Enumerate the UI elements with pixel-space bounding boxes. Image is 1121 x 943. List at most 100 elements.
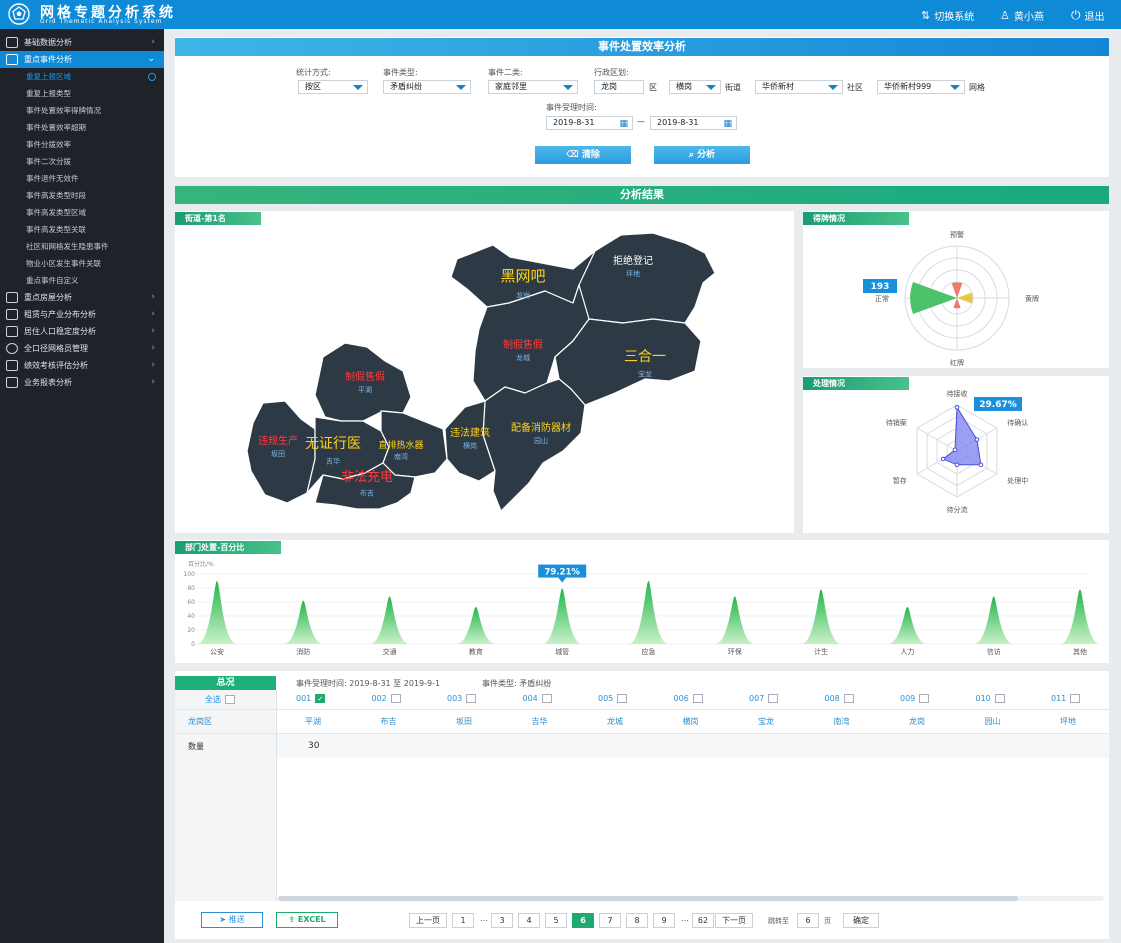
sidebar-item-population[interactable]: 居住人口稳定度分析 › [0, 323, 164, 340]
sidebar-subitem[interactable]: 事件高发类型时段 [26, 191, 86, 200]
sidebar-subitem[interactable]: 事件处置效率得牌情况 [26, 106, 101, 115]
page-number-button[interactable]: 5 [545, 913, 567, 928]
sidebar-subitem[interactable]: 社区和网格发生隐患事件 [26, 242, 109, 251]
building-icon [6, 309, 18, 320]
code-checkbox-005[interactable]: 005 [598, 694, 628, 703]
table-row-divider [175, 709, 1109, 710]
stat-select[interactable]: 按区 [298, 80, 368, 94]
sidebar-subitem[interactable]: 重点事件自定义 [26, 276, 79, 285]
send-icon: ➤ [219, 915, 229, 924]
sidebar-item-basic-data[interactable]: 基础数据分析 › [0, 34, 164, 51]
horizontal-scrollbar[interactable] [278, 896, 1104, 901]
district-row-label: 龙岗区 [188, 717, 212, 726]
results-title: 分析结果 [175, 186, 1109, 204]
page-number-button[interactable]: 7 [599, 913, 621, 928]
code-checkbox-004[interactable]: 004 [523, 694, 552, 703]
excel-button[interactable]: ⇪ EXCEL [276, 912, 338, 928]
logout-button[interactable]: ⏻ 退出 [1071, 8, 1105, 23]
sidebar-subitem-repeat-area[interactable]: 重复上报区域 [0, 68, 164, 85]
handle-axis-label: 待销案 [886, 418, 907, 427]
street-select[interactable]: 横岗 [669, 80, 721, 94]
scrollbar-thumb[interactable] [278, 896, 1018, 901]
code-checkbox-011[interactable]: 011 [1051, 694, 1081, 703]
x-category-label: 城管 [555, 647, 569, 656]
handle-callout-box [974, 397, 1022, 411]
person-circle-icon [6, 343, 18, 354]
code-checkbox-006[interactable]: 006 [674, 694, 703, 703]
jump-page-input[interactable]: 6 [797, 913, 819, 928]
sidebar-item-reports[interactable]: 业务报表分析 › [0, 374, 164, 391]
street-name-cell: 龙城 [607, 717, 623, 726]
y-tick-label: 20 [187, 627, 195, 634]
confirm-jump-button[interactable]: 确定 [843, 913, 879, 928]
next-page-button[interactable]: 下一页 [715, 913, 753, 928]
sidebar-subitem[interactable]: 事件高发类型关联 [26, 225, 86, 234]
region-title: 黑网吧 [500, 267, 545, 285]
prev-page-button[interactable]: 上一页 [409, 913, 447, 928]
clear-button[interactable]: ⌫ 清除 [535, 146, 631, 164]
code-checkbox-003[interactable]: 003 [447, 694, 477, 703]
overview-tab[interactable]: 总况 [175, 676, 276, 690]
region-shape-yuanshan [482, 378, 586, 512]
grid-select[interactable]: 华侨新村999 [877, 80, 965, 94]
street-name-cell: 坪地 [1060, 717, 1076, 726]
region-title: 违法建筑 [450, 426, 490, 439]
region-name: 布吉 [360, 489, 374, 498]
calendar-icon [6, 54, 18, 65]
district-input[interactable]: 龙岗 [594, 80, 644, 94]
sidebar-subitem[interactable]: 物业小区发生事件关联 [26, 259, 101, 268]
handle-axis-label: 处理中 [1007, 476, 1028, 485]
sidebar-subitem[interactable]: 事件分拨效率 [26, 140, 71, 149]
sidebar-item-key-housing[interactable]: 重点房屋分析 › [0, 289, 164, 306]
dept-peak [1060, 589, 1100, 644]
sidebar-subitem[interactable]: 事件二次分拨 [26, 157, 71, 166]
page-number-button[interactable]: 3 [491, 913, 513, 928]
page-ellipsis: … [681, 914, 689, 923]
street-name-cell: 平湖 [305, 717, 321, 726]
switch-icon: ⇅ [921, 9, 931, 22]
dept-ylabel: 百分比/% [188, 560, 214, 568]
sidebar-subitem[interactable]: 重复上报类型 [26, 89, 71, 98]
user-menu[interactable]: ♙ 黄小燕 [1000, 9, 1044, 23]
analyze-button[interactable]: ⌕ 分析 [654, 146, 750, 164]
code-checkbox-009[interactable]: 009 [900, 694, 930, 703]
table-row-divider [175, 733, 1109, 734]
dept-peak [197, 581, 237, 644]
date-to-input[interactable]: 2019-8-31 ▦ [650, 116, 737, 130]
code-checkbox-010[interactable]: 010 [976, 694, 1005, 703]
sidebar-item-key-events[interactable]: 重点事件分析 ⌄ [0, 51, 164, 68]
type2-select[interactable]: 家庭邻里 [488, 80, 578, 94]
sidebar-item-performance[interactable]: 绩效考核评估分析 › [0, 357, 164, 374]
code-checkbox-001[interactable]: 001 ✓ [296, 694, 326, 703]
sidebar-item-rental[interactable]: 租赁与产业分布分析 › [0, 306, 164, 323]
community-select[interactable]: 华侨新村 [755, 80, 843, 94]
code-checkbox-002[interactable]: 002 [372, 694, 401, 703]
page-number-button[interactable]: 62 [692, 913, 714, 928]
app-title: 网格专题分析系统 [40, 5, 176, 21]
page-number-button[interactable]: 8 [626, 913, 648, 928]
type-select[interactable]: 矛盾纠纷 [383, 80, 471, 94]
push-button[interactable]: ➤ 推送 [201, 912, 263, 928]
region-shape-buji [314, 462, 416, 510]
code-checkbox-008[interactable]: 008 [825, 694, 854, 703]
checkbox-icon [1070, 694, 1081, 703]
checkbox-icon [225, 695, 235, 704]
page-number-button[interactable]: 9 [653, 913, 675, 928]
sidebar-item-grid-staff[interactable]: 全口径网格员管理 › [0, 340, 164, 357]
sidebar-subitem[interactable]: 事件退件无效件 [26, 174, 79, 183]
select-all-checkbox[interactable]: 全选 [205, 694, 235, 705]
code-checkbox-007[interactable]: 007 [749, 694, 779, 703]
x-category-label: 交通 [383, 647, 397, 656]
y-tick-label: 40 [187, 613, 195, 620]
switch-system-button[interactable]: ⇅ 切换系统 [921, 9, 975, 23]
date-from-input[interactable]: 2019-8-31 ▦ [546, 116, 633, 130]
chevron-right-icon: › [151, 309, 155, 319]
page-number-button[interactable]: 6 [572, 913, 594, 928]
flag-tag: 得牌情况 [803, 212, 909, 225]
region-title: 制假售假 [503, 338, 543, 351]
sidebar-subitem[interactable]: 事件处置效率超期 [26, 123, 86, 132]
page-number-button[interactable]: 1 [452, 913, 474, 928]
sidebar-subitem[interactable]: 事件高发类型区域 [26, 208, 86, 217]
page-number-button[interactable]: 4 [518, 913, 540, 928]
